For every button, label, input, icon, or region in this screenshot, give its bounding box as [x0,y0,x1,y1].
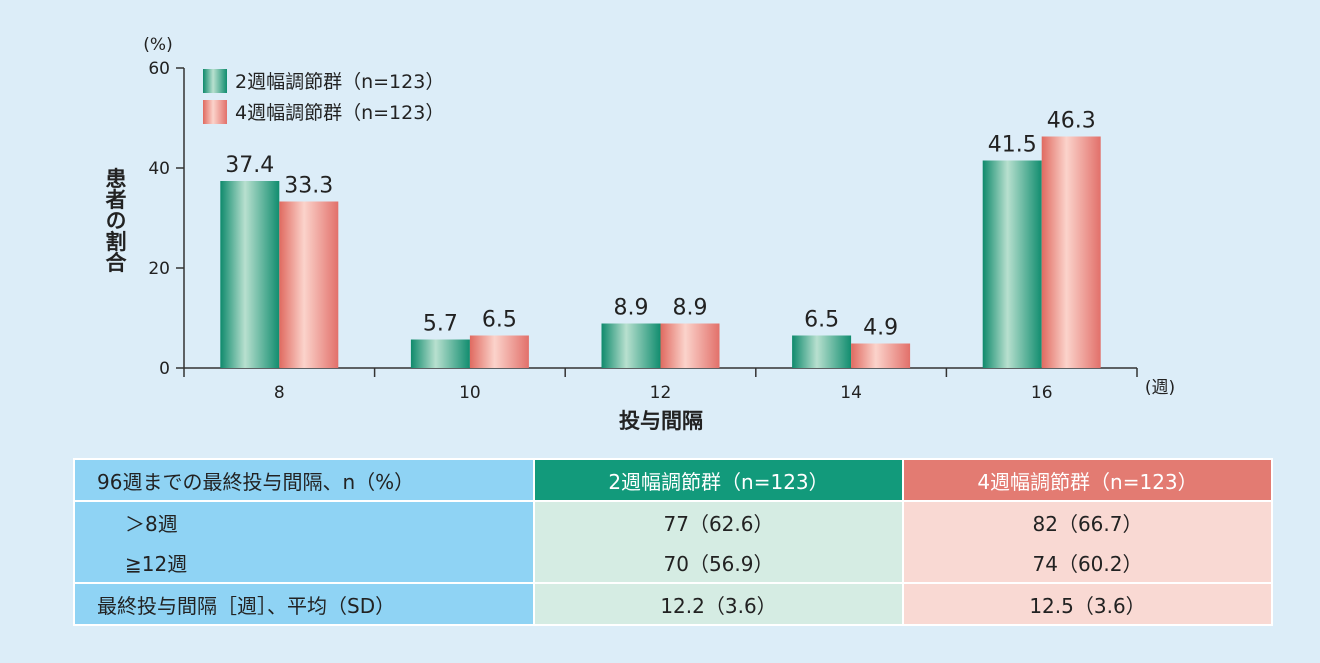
y-tick-label: 20 [148,259,170,279]
x-unit-label: (週) [1145,378,1175,398]
legend-swatch-4week [203,100,227,124]
bar [851,343,911,368]
data-label: 8.9 [673,296,708,321]
row-value-4week: 74（60.2） [902,542,1273,584]
y-tick-label: 40 [148,159,170,179]
data-label: 46.3 [1047,109,1096,134]
x-axis-title: 投与間隔 [619,409,703,433]
y-tick-label: 60 [148,59,170,79]
axes: 0 20 40 60 8 10 12 14 16 [148,59,1138,403]
bar [660,323,720,368]
row-value-4week: 82（66.7） [902,500,1273,542]
legend-swatch-2week [203,69,227,93]
data-label: 37.4 [225,153,274,178]
bar [1041,136,1101,368]
y-tick-label: 0 [159,359,170,379]
y-axis-title: 患者の割合 [103,167,127,274]
table-header-4week: 4週幅調節群（n=123） [902,458,1273,502]
data-label: 41.5 [988,133,1037,158]
table-row: ≧12週 70（56.9） 74（60.2） [73,542,1273,584]
data-label: 33.3 [284,174,333,199]
x-tick-label: 8 [274,383,285,403]
row-label: ≧12週 [73,542,535,584]
table-row: 最終投与間隔［週］、平均（SD） 12.2（3.6） 12.5（3.6） [73,582,1273,626]
x-tick-label: 12 [650,383,672,403]
bar [410,339,470,368]
y-unit-label: (%) [143,35,172,55]
data-label: 6.5 [804,308,839,333]
row-value-4week: 12.5（3.6） [902,582,1273,626]
legend: 2週幅調節群（n=123） 4週幅調節群（n=123） [203,69,444,124]
bar [792,335,852,368]
data-label: 5.7 [423,312,458,337]
x-tick-label: 10 [459,383,481,403]
data-label: 6.5 [482,308,517,333]
table-row: ＞8週 77（62.6） 82（66.7） [73,500,1273,542]
bar-chart: 0 20 40 60 8 10 12 14 16 37.4 33.3 5.7 6.5 8.9 8.9 6.5… [103,35,1175,433]
table-header-row: 96週までの最終投与間隔、n（%） 2週幅調節群（n=123） 4週幅調節群（n… [73,458,1273,502]
x-tick-label: 14 [840,383,862,403]
bar [220,181,280,368]
legend-label-4week: 4週幅調節群（n=123） [235,102,444,124]
data-label: 8.9 [614,296,649,321]
data-label: 4.9 [863,316,898,341]
table-header-label: 96週までの最終投与間隔、n（%） [73,458,535,502]
table-header-2week: 2週幅調節群（n=123） [533,458,904,502]
bar [982,160,1042,368]
legend-label-2week: 2週幅調節群（n=123） [235,71,444,93]
row-value-2week: 12.2（3.6） [533,582,904,626]
row-label: 最終投与間隔［週］、平均（SD） [73,582,535,626]
bars [220,136,1101,368]
bar [469,335,529,368]
row-value-2week: 77（62.6） [533,500,904,542]
row-value-2week: 70（56.9） [533,542,904,584]
row-label: ＞8週 [73,500,535,542]
bar [601,323,661,368]
interval-table: 96週までの最終投与間隔、n（%） 2週幅調節群（n=123） 4週幅調節群（n… [73,458,1273,626]
bar [279,201,339,368]
x-tick-label: 16 [1031,383,1053,403]
data-labels: 37.4 33.3 5.7 6.5 8.9 8.9 6.5 4.9 41.5 46.3 [225,109,1095,341]
